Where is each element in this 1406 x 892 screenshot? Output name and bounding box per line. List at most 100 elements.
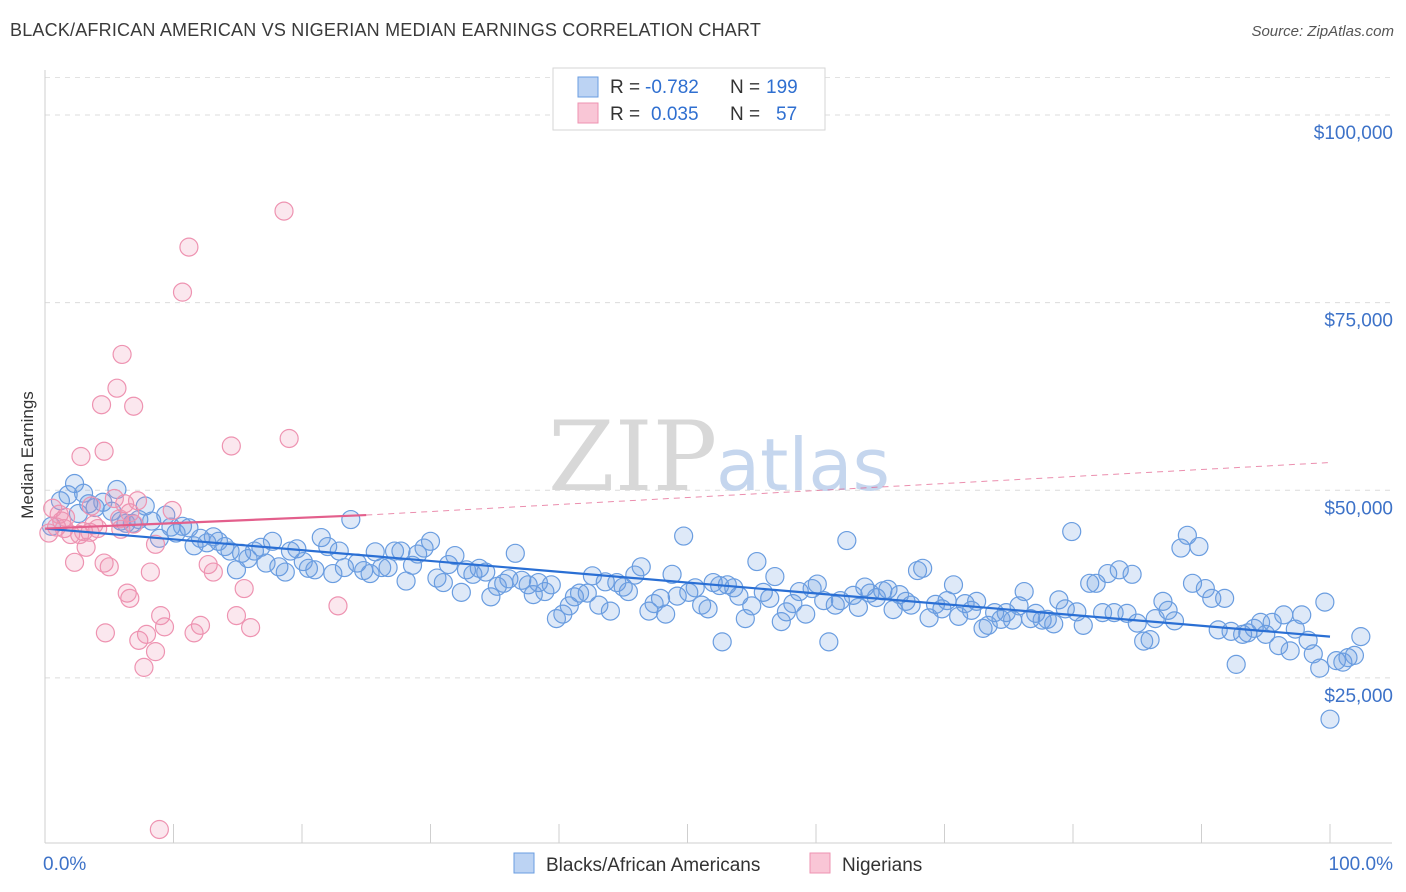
data-point-blacks (878, 579, 898, 599)
y-tick-label: $25,000 (1324, 686, 1393, 707)
data-point-nigerians (145, 534, 166, 554)
y-tick-label: $75,000 (1324, 311, 1393, 332)
legend-swatch-blue (577, 76, 599, 98)
data-point-blacks (334, 557, 355, 578)
data-point-blacks (783, 593, 803, 614)
data-point-blacks (1226, 654, 1246, 674)
data-point-blacks (269, 557, 289, 577)
data-point-blacks (523, 584, 543, 605)
data-point-blacks (1351, 627, 1371, 647)
data-point-nigerians (81, 496, 101, 516)
data-point-blacks (256, 553, 276, 573)
data-point-nigerians (127, 491, 148, 511)
data-point-nigerians (88, 518, 108, 539)
y-tick-labels: $25,000 $50,000 $75,000 $100,000 (1314, 123, 1393, 707)
data-point-blacks (1014, 581, 1034, 602)
x-tick-labels: 0.0% 100.0% (43, 854, 1393, 875)
data-point-blacks (1195, 578, 1215, 599)
data-point-blacks (569, 583, 590, 603)
legend-n-label-2: N = (730, 104, 760, 125)
data-point-blacks (341, 509, 361, 530)
bottom-legend-swatch-blue (513, 852, 535, 874)
data-point-blacks (1315, 592, 1335, 612)
data-point-blacks (848, 597, 869, 617)
data-point-nigerians (129, 630, 149, 650)
source-label: Source: ZipAtlas.com (1251, 23, 1394, 40)
data-point-nigerians (64, 552, 85, 572)
data-point-blacks (1189, 536, 1209, 557)
data-point-blacks (541, 575, 561, 595)
data-point-nigerians (328, 596, 348, 616)
data-point-blacks (837, 530, 857, 551)
y-tick-label: $50,000 (1324, 498, 1393, 519)
data-point-blacks (1268, 636, 1289, 656)
data-point-blacks (1117, 603, 1137, 623)
data-point-blacks (742, 596, 762, 616)
data-point-blacks (765, 566, 785, 587)
legend-r-label-1: R = (610, 77, 640, 98)
data-point-nigerians (107, 378, 127, 398)
data-point-blacks (1127, 613, 1147, 633)
series-nigerians-points (39, 201, 348, 840)
data-point-blacks (631, 557, 651, 577)
legend-r-value-1: -0.782 (645, 77, 699, 98)
data-point-blacks (747, 551, 767, 572)
data-point-nigerians (112, 344, 132, 365)
data-point-blacks (656, 604, 676, 624)
data-point-nigerians (109, 509, 130, 529)
data-point-blacks (577, 583, 597, 603)
stats-legend: R = -0.782 N = 199 R = 0.035 N = 57 (552, 67, 826, 131)
data-point-blacks (298, 558, 319, 578)
data-point-blacks (1134, 631, 1154, 651)
data-point-blacks (262, 531, 283, 551)
data-point-blacks (1158, 600, 1178, 620)
data-point-blacks (819, 632, 839, 652)
data-point-blacks (58, 485, 78, 505)
watermark-atlas: atlas (716, 423, 890, 507)
data-point-nigerians (94, 553, 114, 573)
data-point-blacks (476, 562, 496, 582)
data-point-blacks (667, 586, 687, 606)
data-point-blacks (674, 526, 694, 546)
data-point-blacks (420, 531, 441, 551)
trend-line-nigerians (44, 513, 367, 530)
data-point-blacks (445, 545, 465, 566)
x-tick-label: 0.0% (43, 854, 86, 875)
data-point-blacks (771, 612, 791, 632)
data-point-blacks (451, 582, 471, 602)
data-point-blacks (1344, 645, 1365, 665)
bottom-legend-label-blue: Blacks/African Americans (546, 855, 760, 876)
series-blacks-points (41, 473, 1371, 729)
trend-line-nigerians-extension (366, 462, 1331, 516)
data-point-blacks (901, 595, 921, 615)
data-point-blacks (1182, 573, 1203, 593)
data-point-blacks (1215, 588, 1235, 608)
data-point-nigerians (120, 503, 140, 523)
data-point-blacks (1320, 709, 1340, 729)
bottom-legend-label-pink: Nigerians (842, 855, 922, 876)
data-point-blacks (372, 557, 392, 578)
data-point-nigerians (162, 500, 182, 521)
y-axis-label: Median Earnings (18, 391, 37, 519)
data-point-nigerians (151, 606, 171, 626)
data-point-nigerians (203, 562, 223, 582)
data-point-nigerians (241, 618, 261, 638)
data-point-nigerians (124, 396, 144, 416)
data-point-nigerians (76, 537, 96, 557)
data-point-blacks (1326, 651, 1347, 671)
data-point-nigerians (184, 623, 204, 643)
data-point-blacks (1140, 630, 1160, 650)
data-point-nigerians (71, 446, 91, 467)
bottom-legend-swatch-pink (809, 852, 831, 874)
data-point-nigerians (95, 623, 115, 643)
data-point-blacks (1098, 563, 1118, 584)
data-point-blacks (1109, 560, 1129, 580)
data-point-nigerians (94, 441, 114, 461)
data-point-nigerians (279, 428, 299, 449)
data-point-blacks (1280, 641, 1300, 661)
legend-n-label-1: N = (730, 77, 760, 98)
data-point-blacks (1153, 591, 1173, 611)
data-point-blacks (1303, 644, 1323, 664)
data-point-nigerians (149, 819, 169, 840)
